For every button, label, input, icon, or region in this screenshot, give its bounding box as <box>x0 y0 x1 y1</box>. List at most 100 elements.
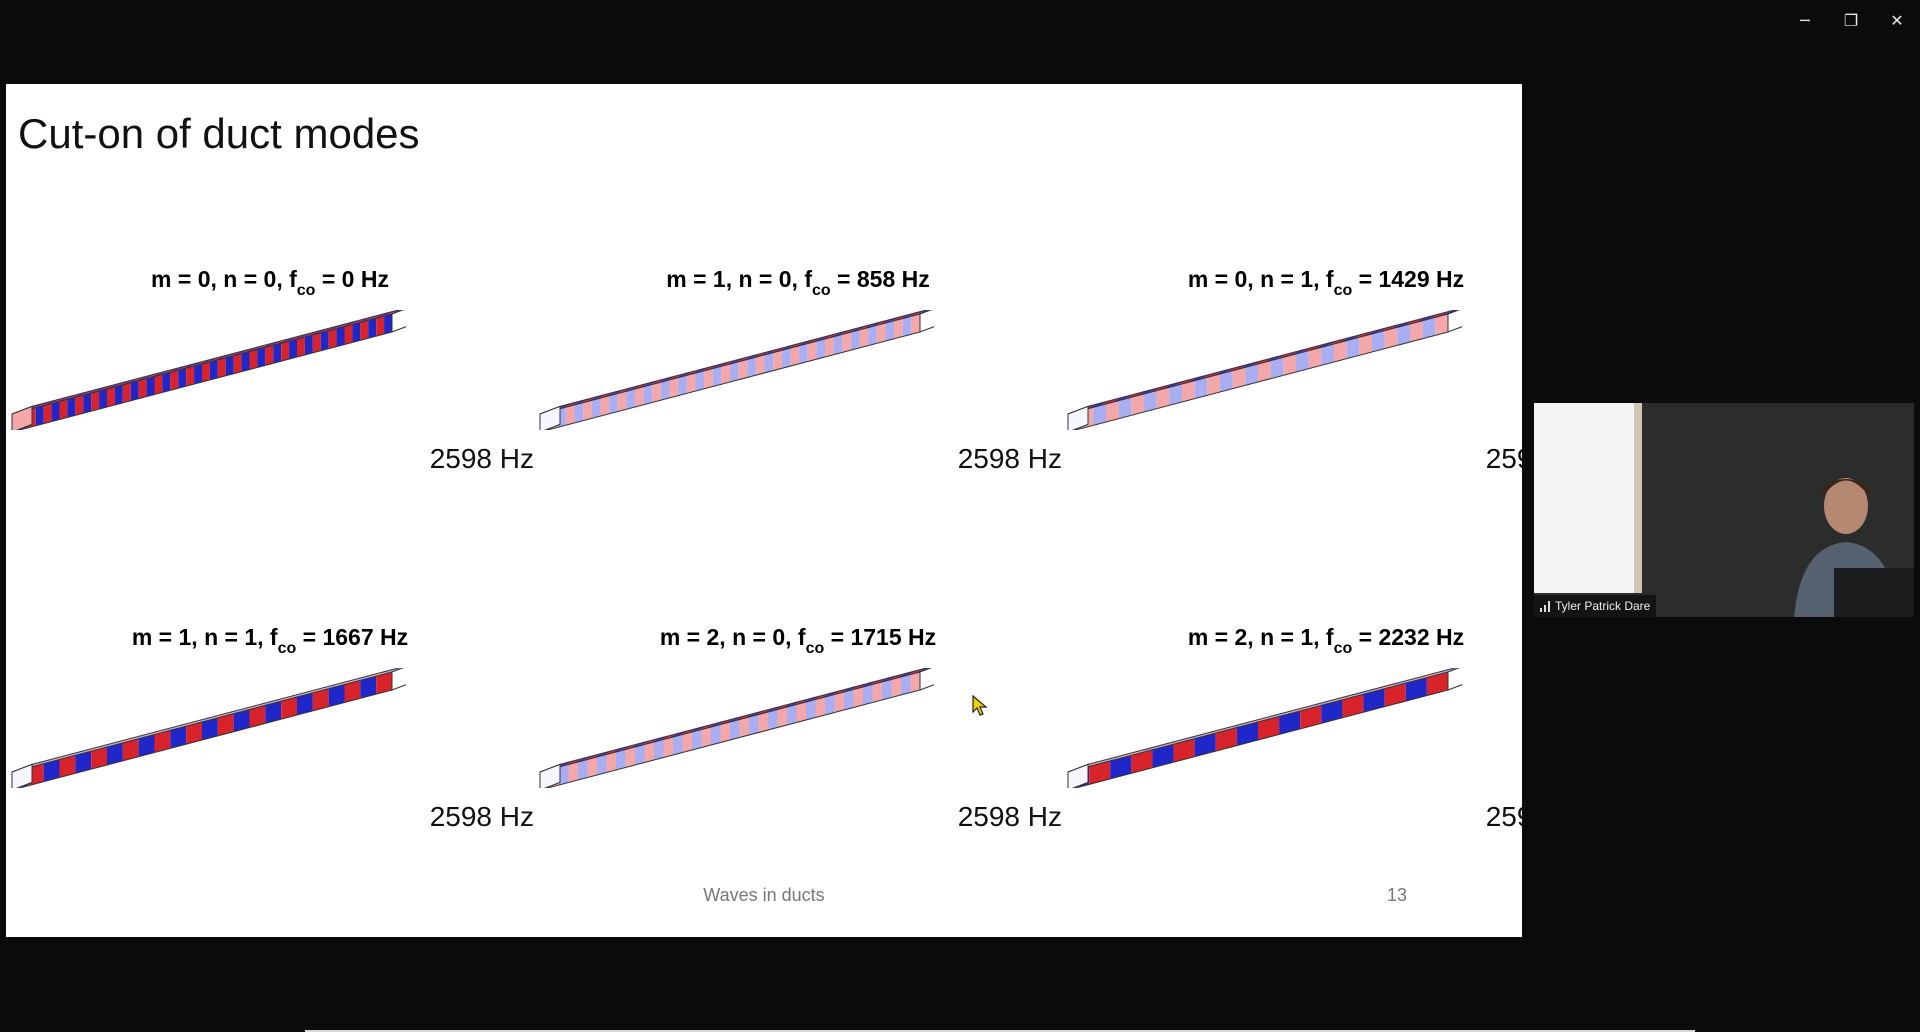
duct-wall-segment <box>43 759 60 782</box>
duct-wall-segment <box>833 334 843 355</box>
duct-wall-segment <box>842 332 851 353</box>
duct-wall-segment <box>692 729 702 750</box>
duct-wall-segment <box>644 734 674 745</box>
duct-wall-segment <box>1152 736 1194 750</box>
duct-wall-segment <box>1156 387 1170 409</box>
duct-end-cap <box>11 405 33 430</box>
duct-wall-segment <box>654 739 664 760</box>
duct-wall-segment <box>35 398 64 408</box>
duct-wall-segment <box>59 391 88 402</box>
duct-wall-segment <box>1321 344 1334 366</box>
duct-wall-segment <box>901 674 911 695</box>
duct-wall-segment <box>663 729 693 740</box>
participant-video-tile[interactable]: Tyler Patrick Dare <box>1534 403 1914 617</box>
duct-wall-segment <box>565 397 595 408</box>
duct-wall-segment <box>154 366 183 377</box>
duct-wall-segment <box>1397 324 1410 346</box>
duct-wall-segment <box>882 679 892 700</box>
duct-wall-segment <box>1321 692 1363 706</box>
duct-end-cap <box>11 763 33 788</box>
panel-title: m = 2, n = 0, fco = 1715 Hz <box>659 624 937 657</box>
duct-wall-segment <box>885 320 895 342</box>
duct-wall-segment <box>281 333 310 344</box>
duct-wall-segment <box>833 326 863 337</box>
duct-wall-segment <box>597 746 627 757</box>
duct-wall-segment <box>600 395 610 417</box>
duct-wall-segment <box>853 687 863 708</box>
duct-wall-segment <box>59 399 68 420</box>
duct-wall-segment <box>686 373 696 394</box>
duct-wall-segment <box>209 359 218 380</box>
duct-wall-segment <box>721 356 750 367</box>
slide-title: Cut-on of duct modes <box>18 110 420 157</box>
duct-wall-segment <box>178 368 187 389</box>
mode-panel: m = 1, n = 1, fco = 1667 Hz 2598 Hz <box>6 624 534 864</box>
duct-wall-segment <box>654 731 684 742</box>
duct-wall-segment <box>711 716 741 727</box>
duct-wall-segment <box>376 316 385 337</box>
duct-wall-segment <box>660 372 690 383</box>
duct-wall-segment <box>1308 347 1322 369</box>
signal-strength-icon <box>1540 600 1550 612</box>
duct-wall-segment <box>815 689 845 700</box>
duct-wall-segment <box>1169 384 1182 406</box>
duct-wall-segment <box>1215 719 1257 734</box>
duct-wall-segment <box>154 730 171 753</box>
duct-wall-segment <box>872 682 882 703</box>
duct-wall-segment <box>186 722 202 745</box>
duct-wall-segment <box>1270 357 1284 379</box>
duct-wall-segment <box>600 388 630 399</box>
duct-wall-segment <box>1258 353 1291 364</box>
duct-wall-segment <box>1397 316 1430 328</box>
duct-wall-segment <box>902 316 912 337</box>
panel-title: m = 0, n = 1, fco = 1429 Hz <box>1187 266 1465 299</box>
duct-wall-segment <box>376 672 392 695</box>
duct-wall-segment <box>154 722 191 735</box>
duct-wall-segment <box>643 384 653 405</box>
duct-wall-segment <box>574 402 584 423</box>
duct-wall-segment <box>67 389 96 400</box>
duct-wall-segment <box>99 381 127 392</box>
duct-wall-segment <box>162 364 191 375</box>
duct-wall-segment <box>578 751 608 762</box>
minimize-button[interactable]: ─ <box>1800 10 1810 30</box>
duct-wall-segment <box>704 368 713 389</box>
duct-wall-segment <box>273 343 282 364</box>
duct-wall-segment <box>233 701 270 714</box>
duct-wall-segment <box>1422 310 1455 321</box>
close-button[interactable]: ✕ <box>1890 10 1904 30</box>
restore-button[interactable]: ❐ <box>1843 10 1859 30</box>
presenter-figure <box>1794 478 1914 617</box>
duct-wall-segment <box>281 697 297 720</box>
duct-wall-segment <box>320 330 329 351</box>
duct-wall-segment <box>663 737 673 758</box>
duct-wall-segment <box>1106 400 1119 422</box>
duct-wall-segment <box>747 357 756 378</box>
duct-wall-segment <box>682 724 712 735</box>
screen-share-bottom-bar <box>305 1030 1695 1032</box>
shared-slide: Cut-on of duct modes m = 0, n = 0, fco =… <box>6 84 1522 937</box>
duct-wall-segment <box>75 743 112 756</box>
duct-wall-segment <box>609 393 618 414</box>
duct-wall-segment <box>1363 681 1405 695</box>
duct-wall-segment <box>872 674 902 685</box>
duct-wall-segment <box>1296 350 1309 372</box>
duct-wall-segment <box>609 385 638 396</box>
duct-wall-segment <box>711 724 721 745</box>
duct-wall-segment <box>876 315 906 326</box>
duct-wall-segment <box>747 349 776 360</box>
duct-wall-segment <box>1435 314 1448 336</box>
duct-wall-segment <box>281 689 317 702</box>
duct-wall-segment <box>568 754 598 765</box>
duct-wall-segment <box>1372 323 1405 334</box>
duct-wall-segment <box>1245 364 1258 386</box>
duct-wall-segment <box>583 392 612 403</box>
duct-wall-segment <box>43 403 52 424</box>
duct-wall-segment <box>1169 376 1202 388</box>
duct-wall-segment <box>384 314 392 335</box>
duct-wall-segment <box>790 338 820 349</box>
duct-wall-segment <box>1093 404 1106 426</box>
duct-wall-segment <box>682 732 692 753</box>
duct-wall-segment <box>825 329 854 339</box>
duct-wall-segment <box>1232 359 1266 371</box>
